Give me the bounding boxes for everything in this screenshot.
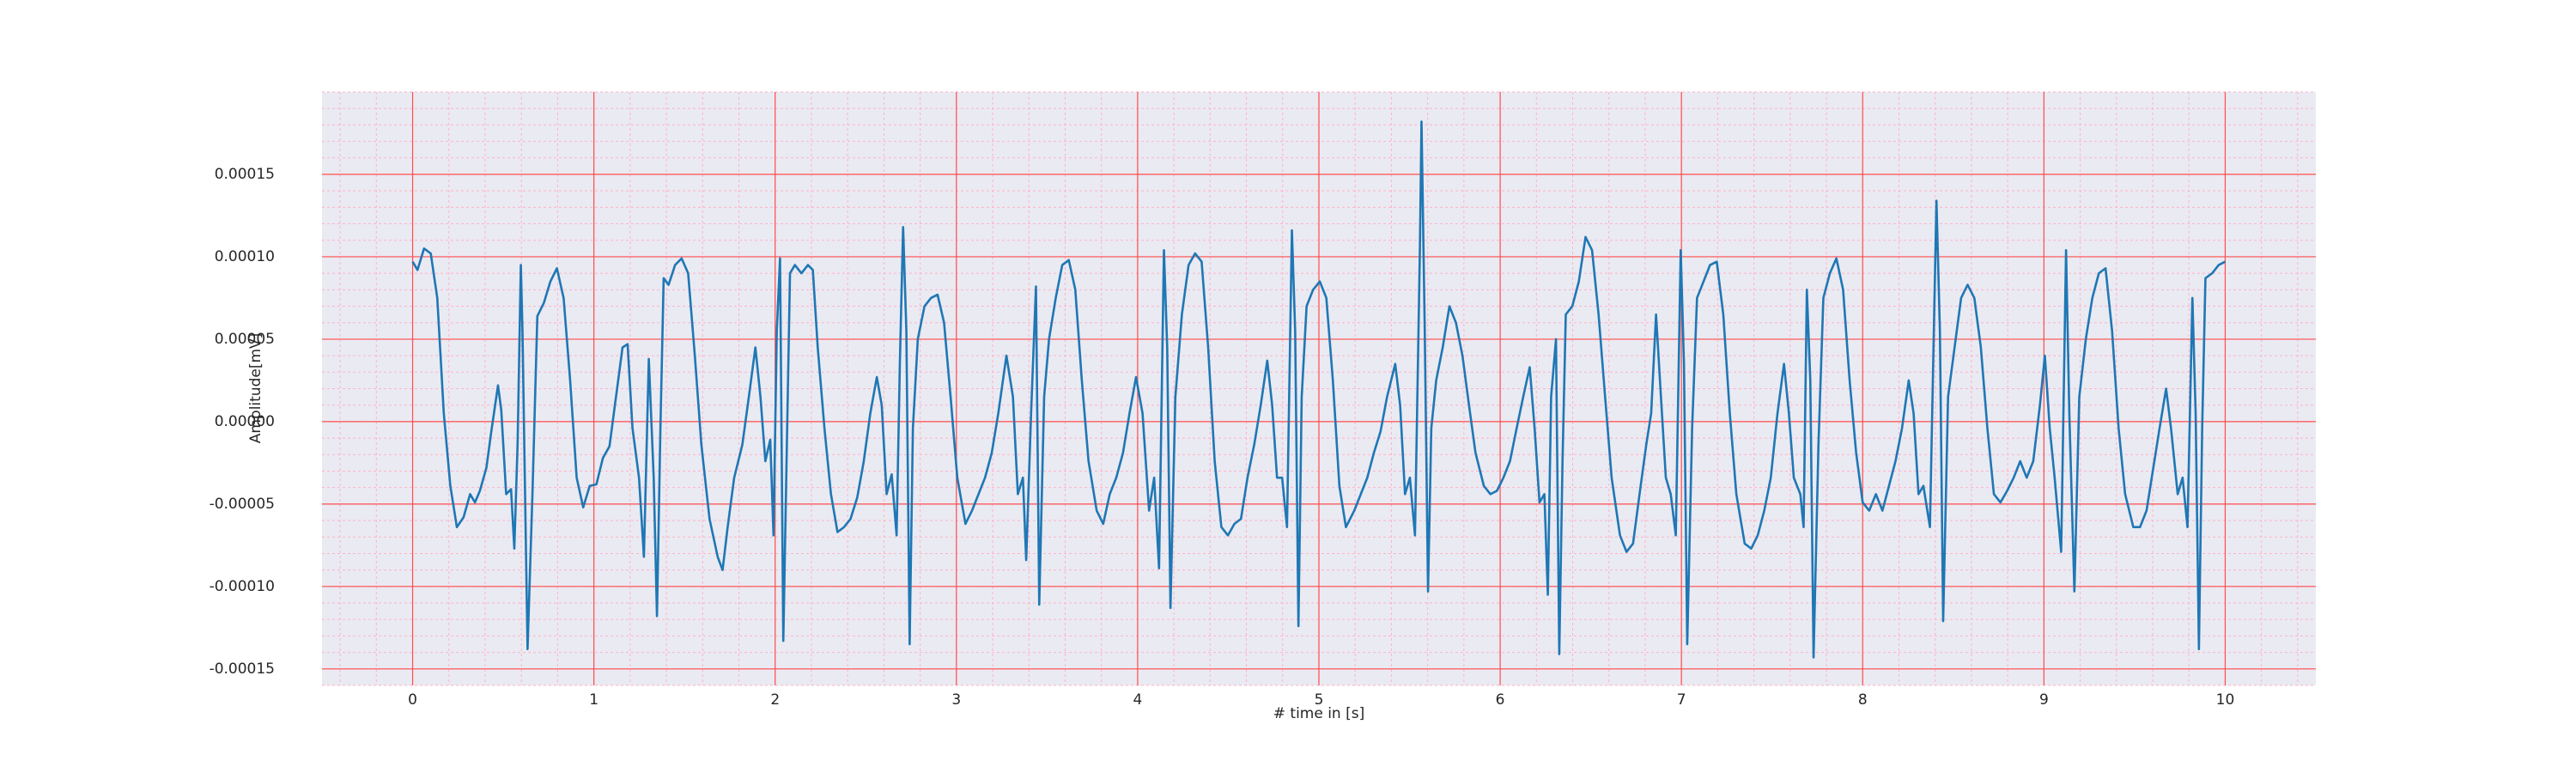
x-tick-label: 1 (589, 691, 598, 709)
y-tick-label: -0.00015 (210, 660, 275, 678)
y-axis-label: Amplitude[mV] (247, 333, 264, 444)
x-tick-label: 3 (951, 691, 961, 709)
x-tick-label: 8 (1858, 691, 1868, 709)
x-tick-label: 0 (408, 691, 417, 709)
y-tick-label: 0.00005 (215, 331, 275, 348)
x-tick-label: 5 (1315, 691, 1324, 709)
x-tick-label: 6 (1496, 691, 1505, 709)
x-tick-label: 10 (2216, 691, 2235, 709)
y-tick-label: 0.00010 (215, 248, 275, 265)
y-tick-label: 0.00000 (215, 413, 275, 430)
y-tick-label: 0.00015 (215, 166, 275, 183)
x-tick-label: 4 (1133, 691, 1142, 709)
x-tick-label: 9 (2039, 691, 2049, 709)
y-tick-label: -0.00010 (210, 578, 275, 595)
x-tick-label: 2 (770, 691, 780, 709)
x-tick-label: 7 (1677, 691, 1686, 709)
x-axis-label: # time in [s] (1273, 705, 1364, 722)
y-tick-label: -0.00005 (210, 496, 275, 513)
signal-line (411, 120, 2227, 659)
